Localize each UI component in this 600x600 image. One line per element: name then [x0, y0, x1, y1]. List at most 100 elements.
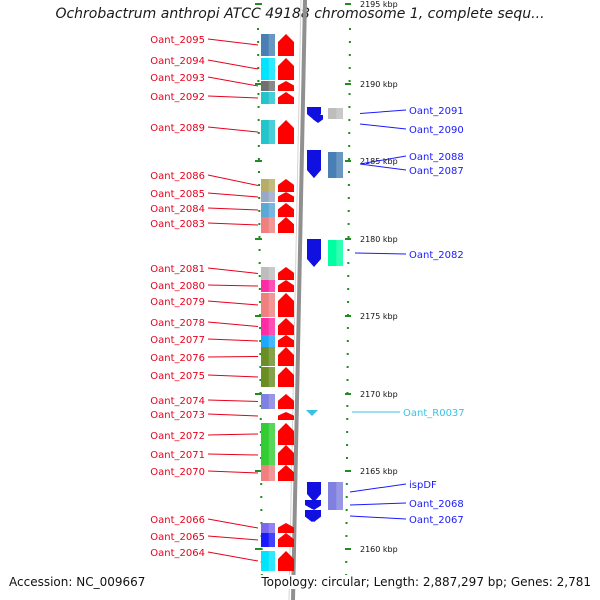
oant-2070-cog-box[interactable]: [261, 465, 275, 481]
oant-2095-cog-box[interactable]: [261, 34, 275, 56]
oant-2086-label[interactable]: Oant_2086: [150, 171, 205, 182]
oant-2083-cog-box[interactable]: [261, 217, 275, 233]
oant-2078-cog-box[interactable]: [261, 318, 275, 335]
oant-2071-arrow[interactable]: [278, 445, 294, 465]
oant-2077-label[interactable]: Oant_2077: [150, 335, 205, 346]
oant-2071-cog-box[interactable]: [261, 445, 275, 465]
oant-2077-arrow[interactable]: [278, 335, 294, 347]
ispdf-cluster-arrow-2[interactable]: [305, 500, 319, 509]
oant-2076-cog-box[interactable]: [261, 347, 275, 366]
oant-2070-label[interactable]: Oant_2070: [150, 467, 205, 478]
oant-2087-arrow[interactable]: [307, 150, 321, 178]
oant-2095-arrow[interactable]: [278, 34, 294, 56]
oant-2086-cog-box[interactable]: [261, 179, 275, 192]
oant-2092-cog-box[interactable]: [261, 92, 275, 104]
oant-2079-cog-box[interactable]: [261, 293, 275, 317]
oant-2082-arrow[interactable]: [307, 239, 321, 267]
oant-2084-label[interactable]: Oant_2084: [150, 204, 205, 215]
oant-2094-label[interactable]: Oant_2094: [150, 56, 205, 67]
oant-2086-cog-box-shade: [268, 179, 275, 192]
oant-2086-arrow[interactable]: [278, 179, 294, 192]
oant-2083-leader: [207, 222, 259, 226]
oant-2089-cog-box[interactable]: [261, 120, 275, 144]
oant-2065-arrow[interactable]: [278, 533, 294, 547]
ispdf-cog-box[interactable]: [328, 482, 343, 510]
scale-tick-label: 2195 kbp: [360, 0, 398, 9]
oant-2072-cog-box[interactable]: [261, 423, 275, 445]
oant-2093-label[interactable]: Oant_2093: [150, 73, 205, 84]
oant-2082-cog-box[interactable]: [328, 240, 343, 266]
oant-2085-label[interactable]: Oant_2085: [150, 189, 205, 200]
oant-2080-cog-box[interactable]: [261, 280, 275, 292]
oant-2084-arrow[interactable]: [278, 203, 294, 217]
oant-2073-arrow[interactable]: [278, 412, 294, 420]
ispdf-label[interactable]: ispDF: [409, 480, 437, 491]
oant-2071-label[interactable]: Oant_2071: [150, 450, 205, 461]
oant-2093-arrow[interactable]: [278, 81, 294, 91]
oant-2081-cog-box[interactable]: [261, 267, 275, 280]
oant-2084-leader: [207, 207, 259, 211]
oant-2071-cog-box-shade: [268, 445, 275, 465]
oant-2073-label[interactable]: Oant_2073: [150, 410, 205, 421]
oant-2064-cog-box[interactable]: [261, 551, 275, 571]
oant-2076-label[interactable]: Oant_2076: [150, 353, 205, 364]
oant-2089-label[interactable]: Oant_2089: [150, 123, 205, 134]
oant-2094-arrow[interactable]: [278, 58, 294, 80]
oant-2090-arrow-2[interactable]: [313, 115, 323, 123]
oant-2082-label[interactable]: Oant_2082: [409, 250, 464, 261]
ispdf-cluster-arrow-3[interactable]: [305, 510, 319, 522]
oant-2089-arrow[interactable]: [278, 120, 294, 144]
oant-2066-arrow[interactable]: [278, 523, 294, 533]
oant-2084-cog-box[interactable]: [261, 203, 275, 217]
oant-2065-cog-box[interactable]: [261, 533, 275, 547]
oant-2080-arrow[interactable]: [278, 280, 294, 292]
oant-2092-arrow[interactable]: [278, 92, 294, 104]
oant-2090-label[interactable]: Oant_2090: [409, 125, 464, 136]
oant-2076-cog-box-shade: [268, 347, 275, 366]
oant-2074-cog-box[interactable]: [261, 394, 275, 409]
oant-2072-arrow[interactable]: [278, 423, 294, 445]
oant-2066-label[interactable]: Oant_2066: [150, 515, 205, 526]
oant-2079-label[interactable]: Oant_2079: [150, 297, 205, 308]
oant-2085-cog-box[interactable]: [261, 192, 275, 202]
oant-2072-label[interactable]: Oant_2072: [150, 431, 205, 442]
oant-2081-arrow[interactable]: [278, 267, 294, 280]
oant-r0037-label[interactable]: Oant_R0037: [403, 408, 465, 419]
ispdf-arrow[interactable]: [307, 482, 321, 502]
oant-2094-cog-box[interactable]: [261, 58, 275, 80]
oant-2075-arrow[interactable]: [278, 367, 294, 387]
oant-2065-label[interactable]: Oant_2065: [150, 532, 205, 543]
oant-2080-label[interactable]: Oant_2080: [150, 281, 205, 292]
oant-2064-arrow[interactable]: [278, 551, 294, 571]
oant-2095-label[interactable]: Oant_2095: [150, 35, 205, 46]
oant-2081-label[interactable]: Oant_2081: [150, 264, 205, 275]
oant-2079-arrow[interactable]: [278, 293, 294, 317]
oant-2088-label[interactable]: Oant_2088: [409, 152, 464, 163]
oant-2075-cog-box[interactable]: [261, 367, 275, 387]
oant-2092-label[interactable]: Oant_2092: [150, 92, 205, 103]
oant-2081-leader: [207, 267, 259, 274]
oant-2075-label[interactable]: Oant_2075: [150, 371, 205, 382]
oant-2074-arrow[interactable]: [278, 394, 294, 409]
oant-2083-label[interactable]: Oant_2083: [150, 219, 205, 230]
oant-2091-cog-box[interactable]: [328, 108, 343, 119]
oant-2065-cog-box-shade: [268, 533, 275, 547]
oant-2067-label[interactable]: Oant_2067: [409, 515, 464, 526]
oant-2085-arrow[interactable]: [278, 192, 294, 202]
oant-2068-label[interactable]: Oant_2068: [409, 499, 464, 510]
oant-2074-label[interactable]: Oant_2074: [150, 396, 205, 407]
oant-r0037-rna-marker[interactable]: [306, 410, 318, 416]
oant-2066-cog-box[interactable]: [261, 523, 275, 533]
oant-2070-arrow[interactable]: [278, 465, 294, 481]
oant-2087-cog-box[interactable]: [328, 152, 343, 178]
oant-2077-cog-box[interactable]: [261, 335, 275, 347]
oant-2087-label[interactable]: Oant_2087: [409, 166, 464, 177]
oant-2078-label[interactable]: Oant_2078: [150, 318, 205, 329]
oant-2083-arrow[interactable]: [278, 217, 294, 233]
oant-2078-arrow[interactable]: [278, 318, 294, 335]
oant-2093-cog-box[interactable]: [261, 81, 275, 91]
oant-2076-arrow[interactable]: [278, 347, 294, 366]
oant-2064-label[interactable]: Oant_2064: [150, 548, 205, 559]
oant-2091-label[interactable]: Oant_2091: [409, 106, 464, 117]
